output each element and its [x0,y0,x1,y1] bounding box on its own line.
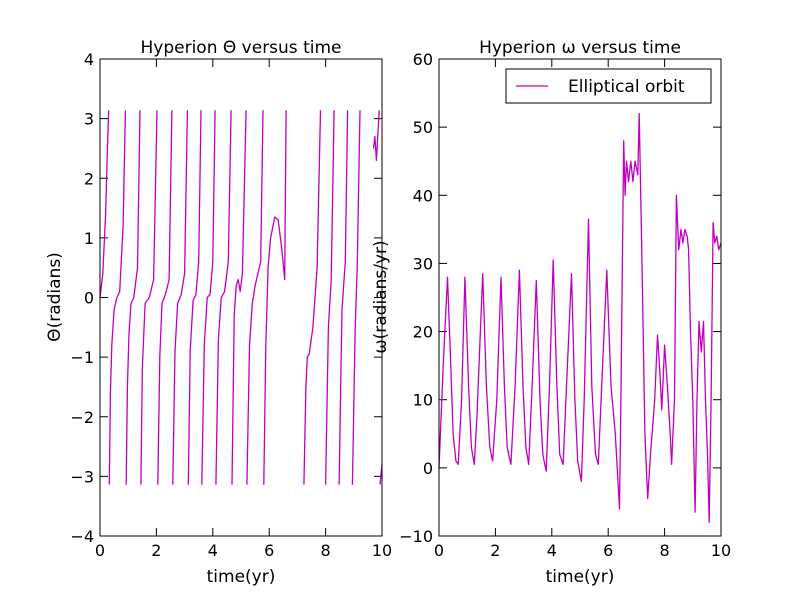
omega-y-axis-label: ω(radians/yr) [371,240,391,353]
omega-x-axis-label: time(yr) [546,567,615,587]
omega-y-tick-label: 60 [413,50,433,69]
theta-chart: Hyperion Θ versus time time(yr) Θ(radian… [45,38,392,587]
theta-y-tick-label: 1 [84,229,94,248]
theta-series-line [187,110,202,485]
theta-series-line [157,110,173,485]
theta-series-line [108,110,127,485]
theta-x-tick-label: 8 [321,541,331,560]
omega-y-tick-label: 10 [413,391,433,410]
theta-series-line [246,110,264,485]
theta-y-tick-label: 4 [84,50,94,69]
theta-series-line [140,110,158,485]
theta-x-axis-label: time(yr) [207,567,276,587]
theta-x-tick-label: 10 [372,541,392,560]
theta-series-line [125,110,141,485]
omega-x-tick-label: 4 [547,541,557,560]
legend: Elliptical orbit [505,68,712,104]
theta-series-line [99,110,110,298]
theta-series-line [231,110,247,485]
omega-x-tick-label: 0 [434,541,444,560]
theta-y-axis-label: Θ(radians) [45,252,65,342]
theta-y-tick-label: −3 [70,467,94,486]
theta-y-tick-label: −4 [70,527,94,546]
theta-plot-area [99,110,383,485]
theta-axes-frame [99,58,383,537]
theta-chart-title: Hyperion Θ versus time [141,38,342,58]
theta-y-tick-label: −1 [70,348,94,367]
omega-plot-area [438,112,722,524]
omega-axes-frame [438,58,722,537]
omega-y-tick-label: 0 [423,459,433,478]
theta-y-tick-label: −2 [70,408,94,427]
legend-entry-label: Elliptical orbit [568,77,685,97]
omega-y-tick-label: 50 [413,118,433,137]
theta-series-line [201,110,216,485]
omega-series-line [438,112,722,524]
omega-y-tick-label: 30 [413,254,433,273]
theta-series-line [215,110,232,485]
theta-x-tick-label: 0 [95,541,105,560]
omega-y-tick-label: 20 [413,323,433,342]
omega-x-tick-label: 8 [660,541,670,560]
theta-series-line [263,110,287,485]
theta-series-line [372,110,380,162]
omega-x-tick-label: 2 [490,541,500,560]
theta-x-tick-label: 4 [208,541,218,560]
omega-y-tick-label: −10 [399,527,433,546]
theta-y-tick-label: 2 [84,169,94,188]
theta-series-line [351,110,361,485]
omega-x-tick-label: 6 [603,541,613,560]
theta-y-tick-label: 0 [84,289,94,308]
omega-x-tick-label: 10 [711,541,731,560]
theta-series-line [303,110,322,485]
theta-ticks: 0 2 4 6 8 10 −4 −3 −2 −1 0 1 2 3 4 [70,50,392,560]
omega-chart-title: Hyperion ω versus time [479,38,681,58]
theta-x-tick-label: 2 [151,541,161,560]
theta-series-line [338,110,349,485]
theta-series-line [324,110,335,485]
theta-y-tick-label: 3 [84,110,94,129]
omega-y-tick-label: 40 [413,186,433,205]
theta-series-line [172,110,189,485]
theta-x-tick-label: 6 [264,541,274,560]
omega-chart: Hyperion ω versus time time(yr) ω(radian… [371,38,731,587]
